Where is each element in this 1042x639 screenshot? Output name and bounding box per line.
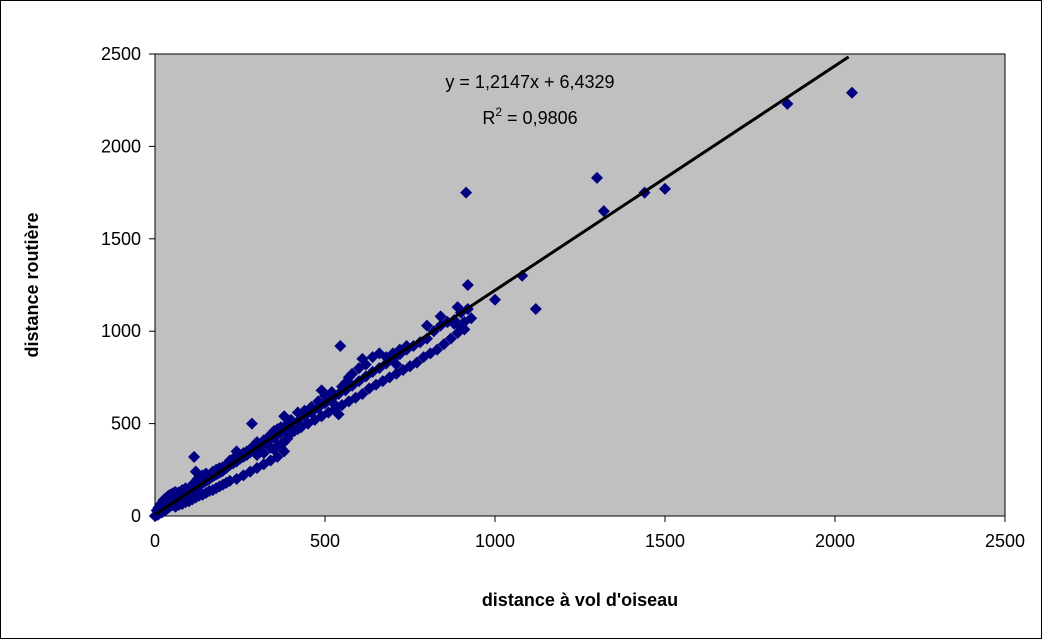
data-point xyxy=(659,182,671,195)
data-point xyxy=(434,310,447,323)
data-point xyxy=(460,186,473,199)
data-point xyxy=(244,465,257,478)
r2-exponent: 2 xyxy=(495,105,502,119)
data-point xyxy=(334,339,347,352)
data-point xyxy=(489,293,501,306)
data-point xyxy=(846,86,858,99)
data-point xyxy=(444,332,457,345)
plot-area xyxy=(154,53,1006,517)
data-point xyxy=(359,358,372,371)
data-point xyxy=(346,367,359,380)
data-point xyxy=(431,343,444,356)
x-tick-label: 1000 xyxy=(475,531,515,551)
data-point xyxy=(458,323,471,336)
data-point xyxy=(461,279,474,291)
data-point xyxy=(188,450,201,463)
y-axis-title: distance routière xyxy=(22,212,42,357)
data-point xyxy=(597,205,610,218)
x-tick-label: 0 xyxy=(150,531,160,551)
y-tick-label: 1000 xyxy=(101,321,141,341)
x-tick-label: 500 xyxy=(310,531,340,551)
x-tick-label: 1500 xyxy=(645,531,685,551)
y-tick-label: 0 xyxy=(131,506,141,526)
x-tick-label: 2000 xyxy=(815,531,855,551)
y-axis-ticks: 0 500 1000 1500 2000 2500 xyxy=(101,44,155,526)
data-point xyxy=(410,356,423,369)
trendline-r-squared: R2 = 0,9806 xyxy=(482,105,577,128)
data-point xyxy=(245,417,258,430)
x-tick-label: 2500 xyxy=(985,531,1025,551)
data-point xyxy=(390,358,403,371)
x-axis-title: distance à vol d'oiseau xyxy=(482,590,678,610)
trendline xyxy=(154,55,850,517)
y-tick-label: 2000 xyxy=(101,136,141,156)
trendline-equation: y = 1,2147x + 6,4329 xyxy=(445,72,614,92)
data-point xyxy=(529,303,542,316)
data-point xyxy=(438,338,450,351)
data-point xyxy=(421,319,433,332)
data-point xyxy=(451,301,464,314)
r2-suffix: = 0,9806 xyxy=(502,108,578,128)
data-point xyxy=(591,171,603,184)
data-point xyxy=(465,312,478,325)
data-point xyxy=(257,447,270,460)
data-point xyxy=(356,388,369,401)
r2-prefix: R xyxy=(482,108,495,128)
y-tick-label: 500 xyxy=(111,414,141,434)
y-tick-label: 1500 xyxy=(101,229,141,249)
x-axis-ticks: 0 500 1000 1500 2000 2500 xyxy=(150,516,1025,551)
y-tick-label: 2500 xyxy=(101,44,141,64)
